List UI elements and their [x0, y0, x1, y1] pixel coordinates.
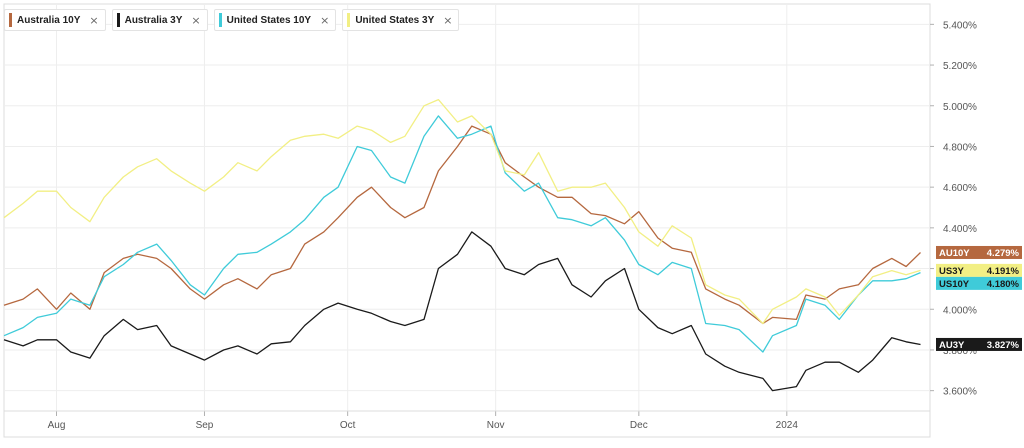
last-value-tag-name: AU3Y: [939, 340, 965, 351]
last-value-tag-name: AU10Y: [939, 248, 970, 259]
legend-label: United States 10Y: [226, 14, 312, 26]
x-tick-label: Oct: [340, 420, 356, 431]
last-value-tag-value: 3.827%: [987, 340, 1020, 351]
y-tick-label: 4.600%: [943, 183, 977, 194]
y-tick-label: 4.800%: [943, 142, 977, 153]
legend-label: United States 3Y: [355, 14, 435, 26]
legend-item-united-states-10y[interactable]: United States 10Y ×: [213, 9, 337, 31]
x-tick-label: Sep: [196, 420, 214, 431]
y-tick-label: 4.000%: [943, 305, 977, 316]
x-tick-label: Aug: [48, 420, 66, 431]
legend-swatch: [347, 13, 351, 27]
last-value-tag-value: 4.279%: [987, 248, 1020, 259]
series-line-australia-10y: [3, 125, 921, 325]
y-tick-label: 5.400%: [943, 20, 977, 31]
last-value-tag: [936, 245, 1022, 259]
last-value-tag-name: US10Y: [939, 279, 970, 290]
chart-legend: Australia 10Y × Australia 3Y × United St…: [4, 9, 460, 31]
last-value-tag: [936, 337, 1022, 351]
legend-item-australia-10y[interactable]: Australia 10Y ×: [4, 9, 106, 31]
close-icon[interactable]: ×: [89, 13, 99, 27]
close-icon[interactable]: ×: [191, 13, 201, 27]
series-line-united-states-3y: [3, 98, 921, 325]
legend-label: Australia 10Y: [17, 14, 81, 26]
legend-label: Australia 3Y: [124, 14, 183, 26]
series-line-australia-3y: [3, 231, 921, 392]
y-tick-label: 5.200%: [943, 61, 977, 72]
last-value-tag: [936, 276, 1022, 290]
y-tick-label: 4.400%: [943, 224, 977, 235]
legend-item-australia-3y[interactable]: Australia 3Y ×: [111, 9, 208, 31]
last-value-tag-name: US3Y: [939, 266, 964, 277]
plot-frame: [3, 3, 931, 438]
y-tick-label: 3.800%: [943, 346, 977, 357]
x-tick-label: Dec: [630, 420, 648, 431]
last-value-tag-value: 4.191%: [987, 266, 1020, 277]
y-tick-label: 5.000%: [943, 102, 977, 113]
last-value-tag: [936, 263, 1022, 277]
close-icon[interactable]: ×: [320, 13, 330, 27]
x-tick-label: Nov: [487, 420, 505, 431]
legend-swatch: [218, 13, 222, 27]
close-icon[interactable]: ×: [443, 13, 453, 27]
legend-swatch: [116, 13, 120, 27]
y-tick-label: 3.600%: [943, 387, 977, 398]
legend-item-united-states-3y[interactable]: United States 3Y ×: [342, 9, 460, 31]
x-tick-label: 2024: [776, 420, 799, 431]
last-value-tag-value: 4.180%: [987, 279, 1020, 290]
series-line-united-states-10y: [3, 115, 921, 353]
legend-swatch: [9, 13, 12, 27]
